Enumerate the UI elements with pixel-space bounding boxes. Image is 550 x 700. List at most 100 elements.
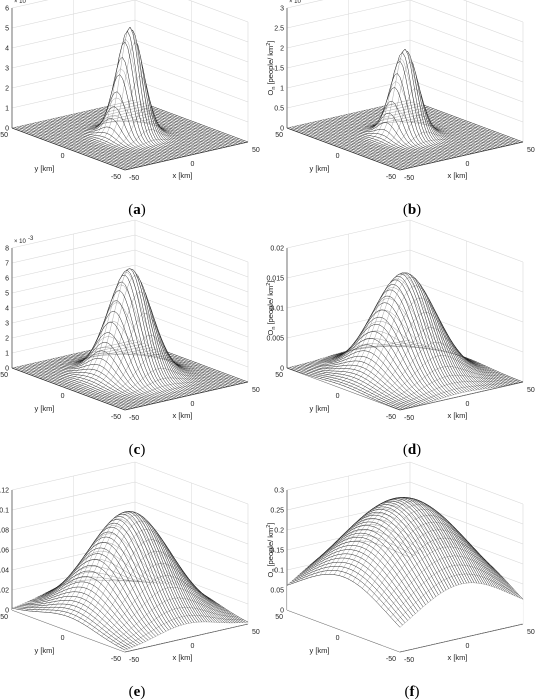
z-tick-label: 1 (280, 86, 284, 93)
surface-line-cross (63, 38, 187, 148)
surface-line-cross (87, 127, 211, 157)
gridline-z (286, 219, 524, 263)
surface-line-cross (11, 99, 136, 129)
surface-line-cross (16, 101, 140, 130)
surface-line-cross (44, 533, 169, 613)
surface-line-cross (110, 136, 234, 165)
surface-line-cross (348, 277, 472, 388)
z-exponent-power: -4 (28, 0, 34, 2)
surface-line-cross (120, 140, 244, 169)
surface-line-cross (68, 26, 192, 150)
surface-line-cross (315, 110, 439, 139)
surface-line-cross (371, 131, 495, 160)
surface-line-cross (371, 342, 495, 399)
surface-line-cross (21, 343, 145, 372)
y-axis-label: y [km] (35, 164, 55, 173)
surface-line-cross (395, 379, 519, 409)
surface-line-cross (291, 341, 415, 370)
surface-line-cross (319, 309, 443, 379)
y-tick-label: 0 (61, 635, 65, 642)
surface-line-cross (305, 106, 429, 136)
surface-line-cross (87, 539, 211, 627)
surface-line-cross (305, 338, 429, 375)
surface-line-cross (54, 302, 178, 384)
surface-line-cross (390, 378, 514, 407)
z-tick-label: 0.1 (0, 508, 9, 515)
surface-line-cross (338, 57, 462, 148)
surface-mesh (286, 272, 524, 411)
x-tick-label: 0 (191, 643, 195, 650)
surface-line-cross (30, 106, 154, 136)
y-tick-label: 50 (275, 132, 283, 139)
surface-line-cross (40, 110, 164, 139)
y-tick-label: 50 (0, 372, 8, 379)
surface-mesh (286, 497, 524, 652)
surface-line-cross (296, 103, 420, 132)
panel-caption: (a) (128, 202, 146, 218)
z-tick-label: 1 (5, 351, 9, 358)
surface-line-cross (115, 607, 239, 646)
z-tick-label: 0.08 (0, 528, 9, 535)
z-tick-label: 2 (5, 336, 9, 343)
z-axis-label: On [people/ km2] (266, 523, 277, 578)
surface-line-cross (352, 504, 477, 582)
x-tick-label: 50 (252, 387, 260, 394)
surface-line-cross (319, 112, 444, 141)
surface-line-cross (11, 339, 136, 369)
panel-caption: (d) (403, 442, 421, 458)
surface-line-cross (334, 81, 458, 146)
y-axis-label: y [km] (310, 404, 330, 413)
z-tick-label: 0.3 (274, 488, 284, 495)
surface-line-cross (49, 321, 173, 383)
surface-line-cross (16, 576, 140, 610)
surface-line-cross (63, 511, 187, 616)
gridline-z (286, 0, 524, 43)
surface-line-cross (77, 291, 201, 393)
surface-line-cross (343, 272, 467, 386)
y-axis-label: y [km] (310, 646, 330, 655)
surface-line-cross (82, 529, 206, 624)
surface-line-cross (385, 136, 509, 165)
surface-line-cross (376, 355, 500, 401)
surface-line-cross (366, 129, 491, 158)
z-tick-label: 8 (5, 246, 9, 253)
surface-line-cross (63, 271, 187, 388)
surface-line-cross (291, 535, 415, 584)
surface-line-cross (286, 540, 411, 586)
gridline-z (11, 219, 249, 263)
surface-strip (287, 574, 400, 652)
surface-line-cross (324, 298, 448, 380)
surface-line-cross (115, 378, 239, 407)
z-tick-label: 0.04 (0, 568, 9, 575)
z-tick-label: 0.2 (274, 528, 284, 535)
surface-line-cross (91, 353, 216, 398)
surface-line-cross (286, 339, 411, 369)
surface-line-cross (399, 141, 524, 171)
z-axis-label: On [people/ km2] (266, 281, 277, 336)
surface-line-cross (348, 61, 472, 151)
surface-line-cross (319, 504, 444, 576)
surface-line-cross (16, 341, 140, 370)
x-axis-label: x [km] (173, 653, 193, 662)
x-tick-label: 0 (466, 161, 470, 168)
z-tick-label: 0.25 (270, 508, 284, 515)
surface-line-cross (49, 113, 173, 143)
y-tick-label: -50 (111, 414, 121, 421)
surface-line-cross (91, 551, 216, 630)
z-tick-label: 6 (5, 6, 9, 13)
y-tick-label: -50 (111, 656, 121, 663)
panel-caption: (f) (405, 684, 420, 700)
surface-line-cross (120, 615, 244, 648)
surface-line-cross (49, 525, 173, 613)
z-tick-label: 0 (5, 608, 9, 615)
surface-line-cross (26, 105, 150, 134)
surface-strip (287, 367, 400, 410)
surface-strip (12, 608, 125, 652)
z-tick-label: 0.015 (266, 276, 284, 283)
y-tick-label: 0 (61, 393, 65, 400)
surface-line-cross (35, 348, 159, 377)
surface-mesh (11, 511, 249, 652)
surface-line-cross (399, 582, 524, 628)
